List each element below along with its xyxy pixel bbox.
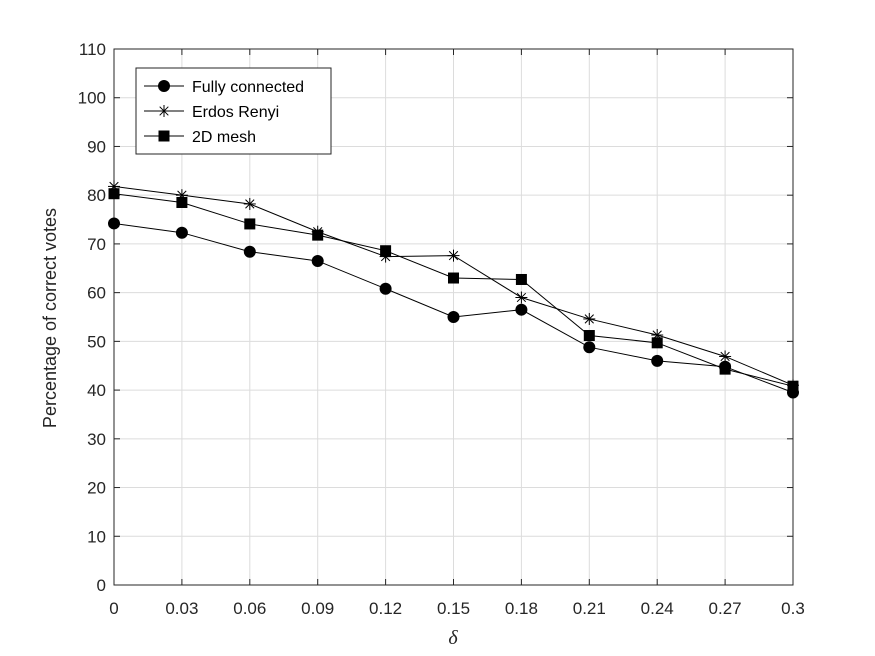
series-2d-mesh [108, 188, 799, 392]
y-tick-label: 0 [97, 576, 106, 595]
legend-marker-fully-connected [158, 80, 170, 92]
y-tick-label: 50 [87, 332, 106, 351]
data-point-fully-connected [379, 282, 392, 295]
data-point-fully-connected [447, 311, 460, 323]
y-tick-label: 80 [87, 186, 106, 205]
axes [113, 48, 794, 586]
series-layer [108, 180, 799, 399]
x-tick-label: 0.21 [573, 599, 606, 618]
data-point-2d-mesh [176, 196, 188, 208]
x-tick-label: 0 [109, 599, 118, 618]
x-tick-label: 0.03 [165, 599, 198, 618]
data-point-erdos-renyi [583, 312, 596, 325]
data-point-fully-connected [515, 303, 528, 316]
y-tick-label: 70 [87, 235, 106, 254]
legend-marker-2d-mesh [158, 130, 170, 142]
x-tick-label: 0.06 [233, 599, 266, 618]
series-erdos-renyi [108, 180, 799, 392]
data-point-2d-mesh [312, 229, 324, 241]
data-point-fully-connected [311, 254, 324, 267]
data-point-2d-mesh [448, 272, 459, 284]
y-tick-label: 20 [87, 479, 106, 498]
data-point-2d-mesh [108, 188, 120, 200]
data-point-fully-connected [583, 341, 596, 354]
y-axis-label: Percentage of correct votes [40, 208, 60, 428]
legend-label: Fully connected [192, 79, 304, 96]
data-point-fully-connected [175, 226, 188, 239]
legend-label: Erdos Renyi [192, 104, 279, 121]
legend-marker-erdos-renyi [158, 105, 170, 117]
data-point-erdos-renyi [447, 249, 460, 262]
data-point-2d-mesh [583, 330, 595, 342]
legend-item-fully-connected: Fully connected [144, 79, 304, 96]
x-tick-label: 0.15 [437, 599, 470, 618]
x-axis-label: δ [448, 627, 458, 649]
x-tick-label: 0.12 [369, 599, 402, 618]
data-point-erdos-renyi [719, 350, 732, 363]
legend-item-erdos-renyi: Erdos Renyi [144, 104, 279, 121]
y-tick-label: 110 [79, 40, 106, 59]
x-tick-label: 0.09 [301, 599, 334, 618]
plot-frame [113, 48, 794, 586]
x-tick-label: 0.3 [781, 599, 805, 618]
data-point-erdos-renyi [243, 197, 256, 210]
tick-labels: 0 0.03 0.06 0.09 0.12 0.15 0.18 0.21 0.24 0.27 0.3… [78, 40, 805, 618]
y-tick-label: 100 [78, 89, 106, 108]
data-point-2d-mesh [380, 245, 392, 257]
legend-label: 2D mesh [192, 129, 256, 146]
y-tick-label: 30 [87, 430, 106, 449]
y-tick-label: 10 [87, 527, 106, 546]
data-point-erdos-renyi [515, 291, 528, 304]
legend: Fully connected Erdos Renyi 2D mesh [135, 67, 332, 155]
y-tick-label: 60 [87, 284, 106, 303]
x-tick-label: 0.24 [641, 599, 674, 618]
x-tick-label: 0.27 [709, 599, 742, 618]
data-point-fully-connected [243, 245, 256, 258]
data-point-2d-mesh [651, 337, 663, 349]
data-point-fully-connected [108, 217, 120, 230]
data-point-2d-mesh [515, 273, 527, 285]
data-point-fully-connected [651, 354, 664, 367]
y-tick-label: 40 [87, 381, 106, 400]
y-tick-label: 90 [87, 137, 106, 156]
data-point-2d-mesh [787, 380, 799, 392]
legend-item-2d-mesh: 2D mesh [144, 129, 256, 146]
x-tick-label: 0.18 [505, 599, 538, 618]
data-point-2d-mesh [719, 363, 731, 375]
data-point-2d-mesh [244, 218, 256, 230]
